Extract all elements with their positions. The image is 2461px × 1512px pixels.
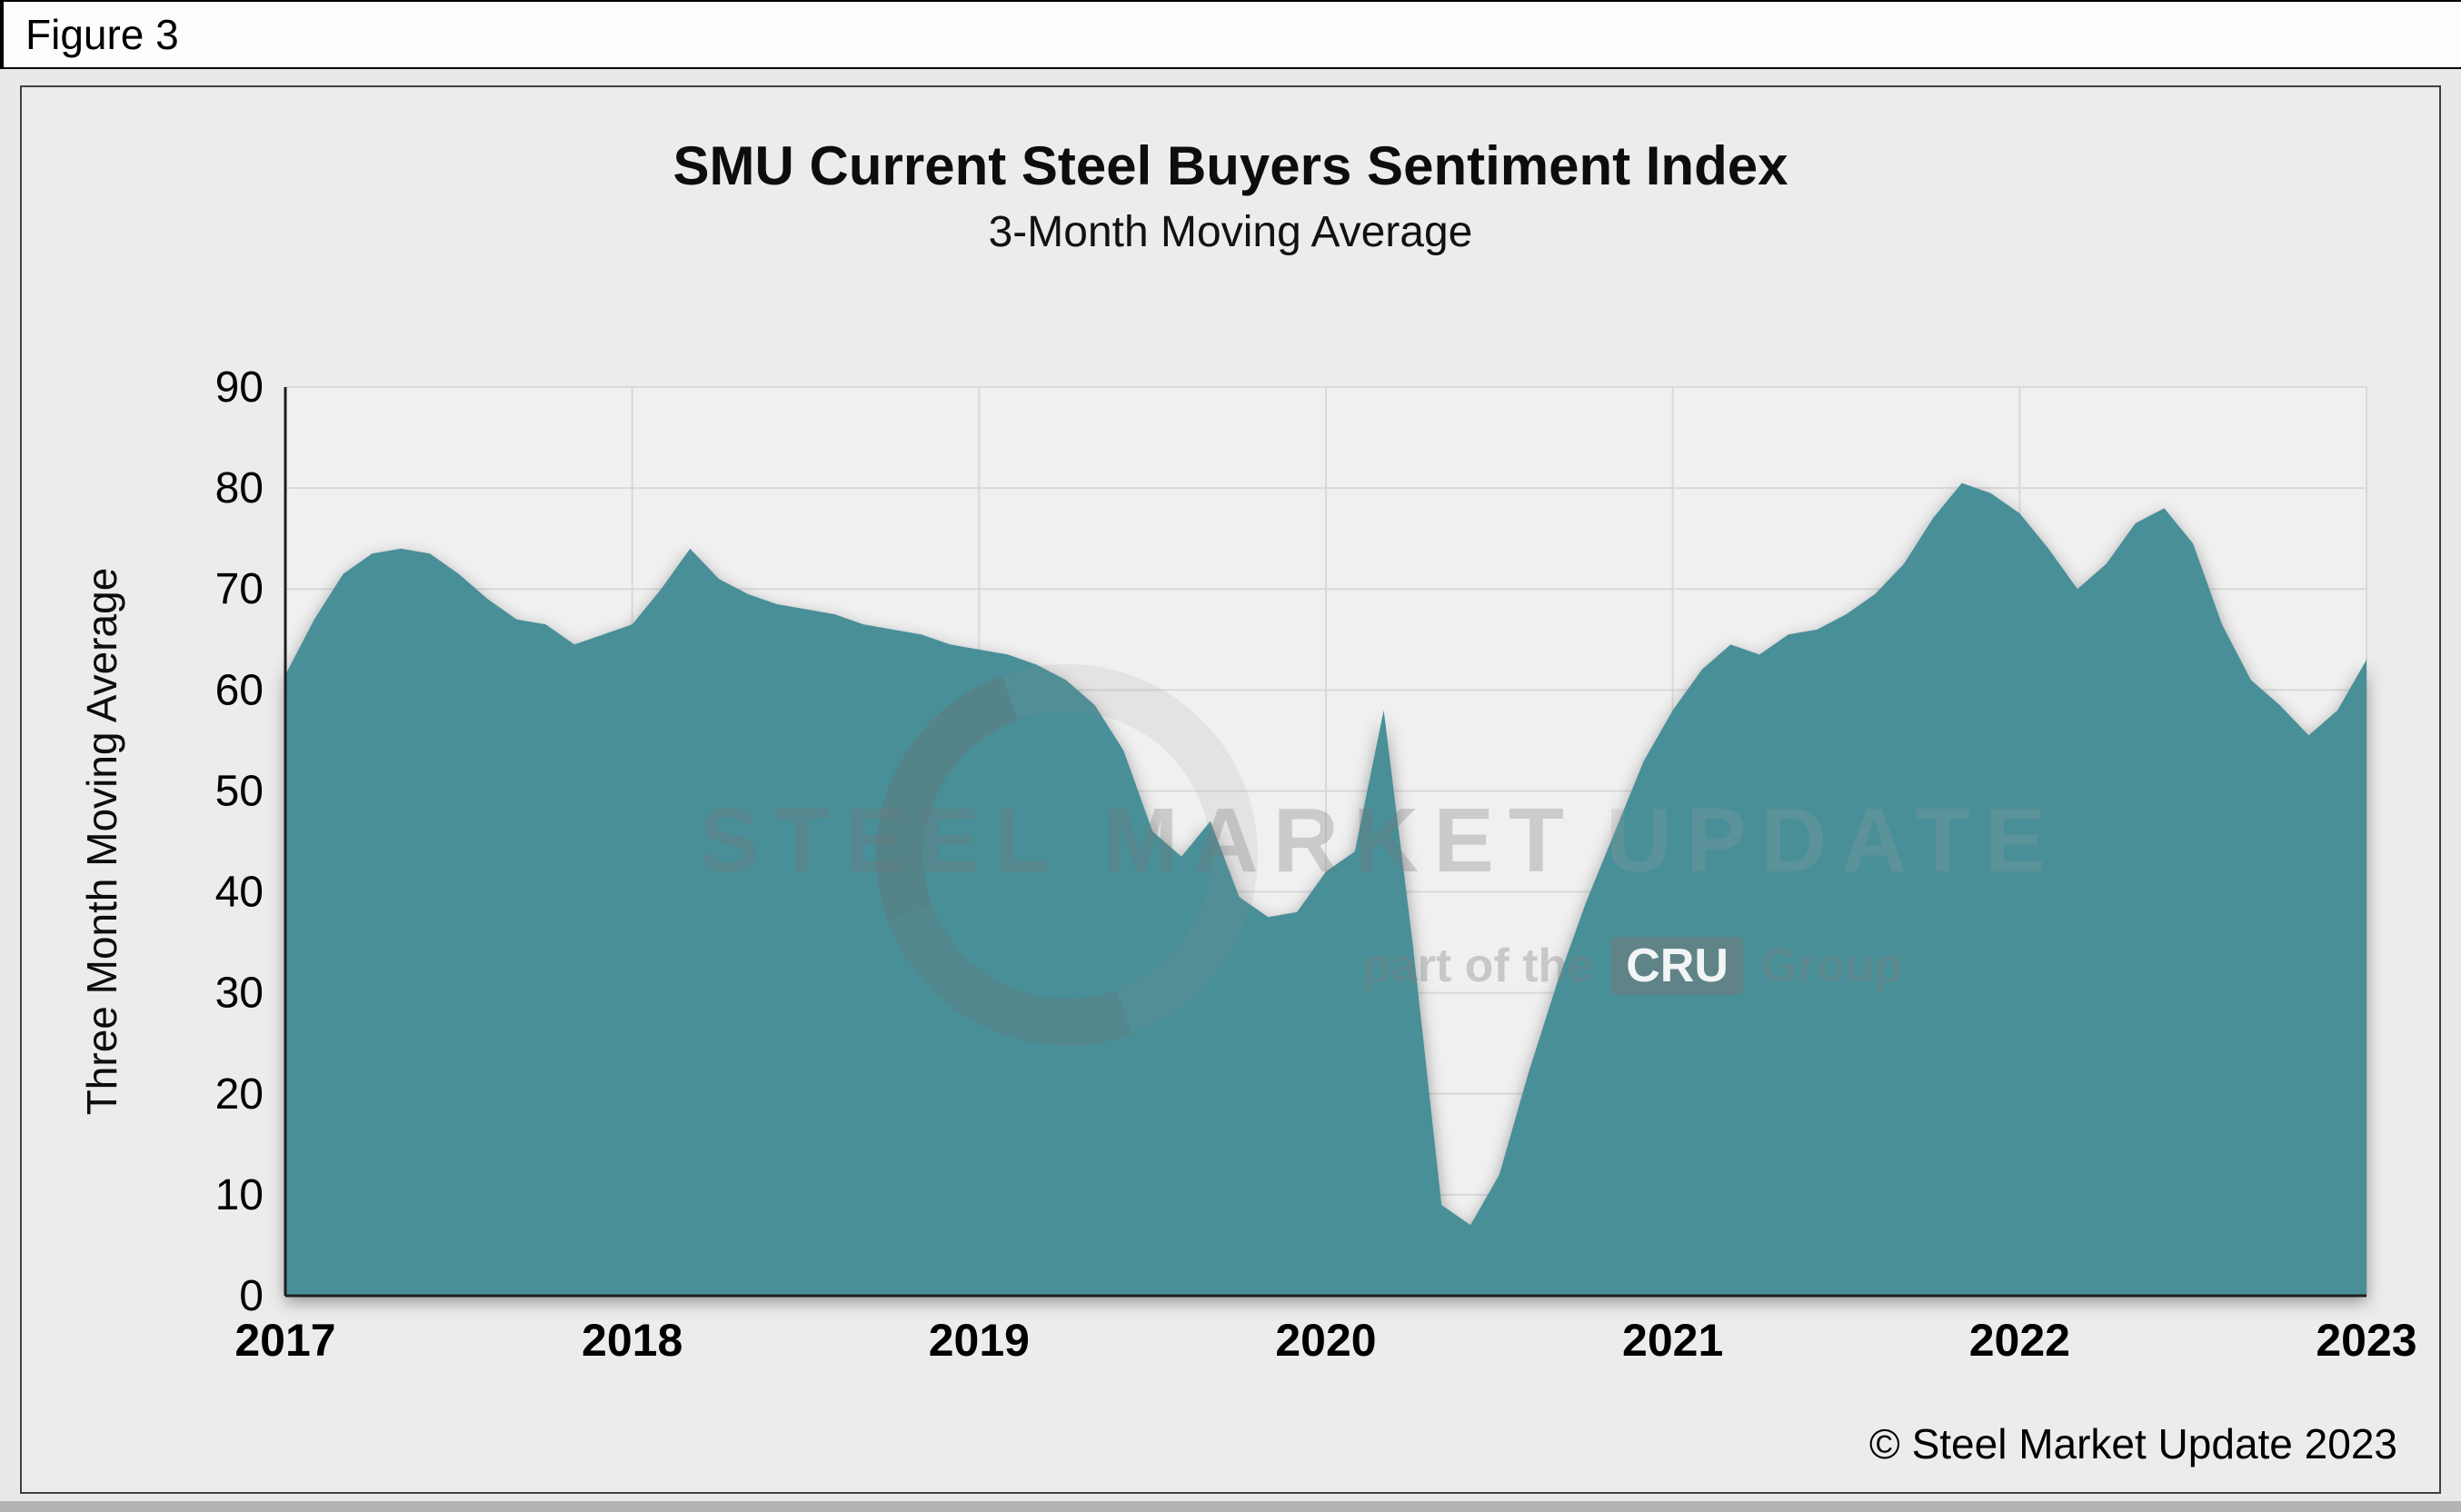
svg-text:40: 40 <box>215 869 264 917</box>
svg-text:60: 60 <box>215 666 264 714</box>
svg-text:2022: 2022 <box>1969 1315 2070 1366</box>
svg-text:70: 70 <box>215 565 264 613</box>
chart-title: SMU Current Steel Buyers Sentiment Index <box>673 135 1788 196</box>
svg-text:0: 0 <box>239 1272 264 1320</box>
svg-text:20: 20 <box>215 1070 264 1119</box>
svg-text:2019: 2019 <box>929 1315 1030 1366</box>
figure-header: Figure 3 <box>0 0 2461 69</box>
window-bottom-edge <box>0 1501 2461 1512</box>
sentiment-area-chart: 0 10 20 30 40 50 60 70 80 90 2017 2018 2019 2020 2021 2… <box>215 363 2417 1366</box>
svg-text:80: 80 <box>215 464 264 512</box>
figure-label: Figure 3 <box>25 11 179 58</box>
copyright-notice: © Steel Market Update 2023 <box>1868 1420 2397 1467</box>
svg-text:2017: 2017 <box>234 1315 335 1366</box>
svg-text:30: 30 <box>215 970 264 1018</box>
y-axis-title: Three Month Moving Average <box>78 567 125 1116</box>
svg-text:10: 10 <box>215 1171 264 1219</box>
svg-text:2021: 2021 <box>1622 1315 1723 1366</box>
svg-text:2020: 2020 <box>1275 1315 1376 1366</box>
chart-panel: 0 10 20 30 40 50 60 70 80 90 2017 2018 2019 2020 2021 2… <box>20 85 2441 1494</box>
svg-text:2023: 2023 <box>2316 1315 2416 1366</box>
svg-text:90: 90 <box>215 363 264 412</box>
svg-text:50: 50 <box>215 767 264 815</box>
svg-text:2018: 2018 <box>582 1315 683 1366</box>
chart-subtitle: 3-Month Moving Average <box>988 208 1473 256</box>
